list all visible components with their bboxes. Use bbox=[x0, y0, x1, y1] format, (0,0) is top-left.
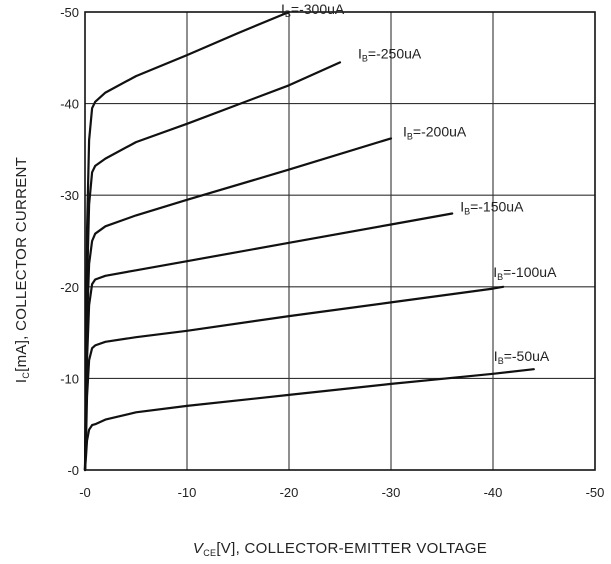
x-axis-title-text: , COLLECTOR-EMITTER VOLTAGE bbox=[236, 540, 487, 557]
curves bbox=[83, 10, 535, 472]
series-label: IB=-250uA bbox=[358, 45, 422, 63]
series-label-symbol: I bbox=[403, 123, 407, 139]
grid bbox=[85, 12, 595, 470]
series-label-symbol: I bbox=[358, 45, 362, 61]
series-label: IB=-100uA bbox=[493, 264, 557, 282]
series-label-subscript: B bbox=[464, 207, 470, 217]
y-tick-label: -30 bbox=[60, 188, 79, 203]
y-tick-label: -10 bbox=[60, 371, 79, 386]
series-label-value: =-200uA bbox=[413, 123, 467, 139]
x-tick-label: -20 bbox=[280, 485, 299, 500]
series-label-value: =-100uA bbox=[503, 264, 557, 280]
plot-frame bbox=[84, 11, 596, 471]
series-line bbox=[83, 137, 393, 472]
x-axis-title-unit: [V] bbox=[216, 540, 235, 557]
x-tick-label: -0 bbox=[79, 485, 91, 500]
series-label: IB=-150uA bbox=[460, 199, 524, 217]
x-axis-title: VCE[V], COLLECTOR-EMITTER VOLTAGE bbox=[193, 540, 487, 558]
series-label-symbol: I bbox=[494, 348, 498, 364]
y-axis-title: IC[mA], COLLECTOR CURRENT bbox=[13, 157, 31, 383]
y-tick-label: -0 bbox=[67, 463, 79, 478]
series-label-value: =-50uA bbox=[504, 348, 550, 364]
y-tick-label: -40 bbox=[60, 97, 79, 112]
series-label-symbol: I bbox=[281, 1, 285, 17]
series-label-subscript: B bbox=[497, 272, 503, 282]
series-label-subscript: B bbox=[498, 356, 504, 366]
tick-labels: -0 -10 -20 -30 -40 -50 -0 -10 -20 -30 -40 -50 bbox=[60, 5, 604, 500]
series-label-subscript: B bbox=[407, 131, 413, 141]
y-tick-label: -20 bbox=[60, 280, 79, 295]
series-line bbox=[83, 212, 454, 472]
series-label-subscript: B bbox=[285, 9, 291, 19]
y-axis-title-unit: [mA] bbox=[13, 340, 30, 372]
series-line bbox=[83, 10, 291, 472]
curve-labels: IB=-50uAIB=-100uAIB=-150uAIB=-200uAIB=-2… bbox=[281, 1, 557, 366]
y-axis-title-text: , COLLECTOR CURRENT bbox=[13, 157, 30, 340]
y-tick-label: -50 bbox=[60, 5, 79, 20]
series-line bbox=[83, 61, 342, 472]
x-tick-label: -40 bbox=[484, 485, 503, 500]
series-label-symbol: I bbox=[460, 199, 464, 215]
series-label: IB=-50uA bbox=[494, 348, 550, 366]
series-label-value: =-250uA bbox=[368, 45, 422, 61]
y-axis-title-subscript: C bbox=[21, 372, 31, 379]
series-label-symbol: I bbox=[493, 264, 497, 280]
series-label-value: =-300uA bbox=[291, 1, 345, 17]
series-label-subscript: B bbox=[362, 53, 368, 63]
x-axis-title-symbol: V bbox=[193, 540, 205, 557]
series-label: IB=-200uA bbox=[403, 123, 467, 141]
x-tick-label: -10 bbox=[178, 485, 197, 500]
x-tick-label: -30 bbox=[382, 485, 401, 500]
series-label-value: =-150uA bbox=[470, 199, 524, 215]
series-line bbox=[83, 368, 535, 472]
x-tick-label: -50 bbox=[586, 485, 605, 500]
y-axis-title-symbol: I bbox=[13, 379, 30, 383]
series-label: IB=-300uA bbox=[281, 1, 345, 19]
x-axis-title-subscript: CE bbox=[203, 548, 216, 558]
